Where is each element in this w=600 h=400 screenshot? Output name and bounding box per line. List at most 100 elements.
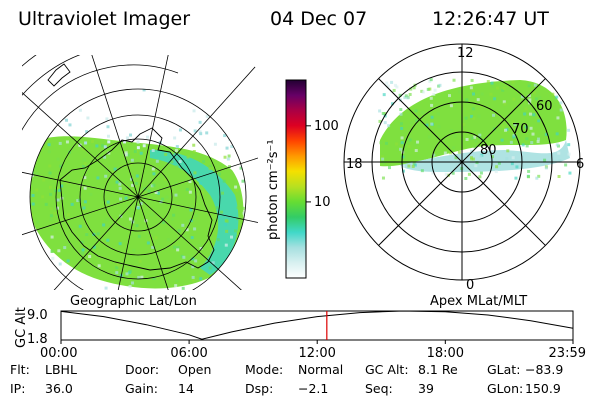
- mlt-label-top: 12: [457, 46, 474, 61]
- status-value: Normal: [298, 362, 343, 377]
- aurora-pixel: [428, 87, 432, 91]
- aurora-pixel: [123, 140, 127, 144]
- aurora-pixel: [35, 188, 39, 192]
- aurora-pixel: [129, 177, 133, 181]
- auroral-halo-right: [400, 140, 570, 172]
- aurora-pixel: [537, 137, 541, 141]
- aurora-pixel: [92, 245, 96, 249]
- aurora-pixel: [386, 84, 390, 88]
- aurora-pixel: [189, 208, 193, 212]
- aurora-pixel: [106, 200, 110, 204]
- coastline-south-america: [47, 63, 71, 87]
- aurora-pixel: [48, 171, 52, 175]
- aurora-pixel: [420, 169, 424, 173]
- aurora-pixel: [551, 92, 555, 96]
- aurora-pixel: [237, 259, 241, 263]
- aurora-pixel: [413, 163, 417, 167]
- aurora-pixel: [136, 206, 140, 210]
- aurora-pixel: [51, 256, 55, 260]
- aurora-pixel: [524, 125, 528, 129]
- apex-grid: [343, 43, 581, 281]
- aurora-pixel: [192, 143, 196, 147]
- aurora-pixel: [119, 197, 123, 201]
- aurora-pixel: [113, 167, 117, 171]
- aurora-pixel: [152, 183, 156, 187]
- right-panel-label: Apex MLat/MLT: [430, 294, 527, 309]
- aurora-pixel: [223, 86, 226, 89]
- aurora-pixel: [33, 257, 37, 261]
- aurora-pixel: [193, 129, 197, 133]
- aurora-pixel: [536, 140, 540, 144]
- aurora-pixel: [102, 223, 106, 227]
- aurora-pixel: [392, 88, 396, 92]
- aurora-pixel: [523, 112, 527, 116]
- meridian-line: [137, 196, 258, 223]
- latitude-circle: [103, 162, 173, 232]
- aurora-pixel: [33, 167, 37, 171]
- aurora-pixel: [46, 271, 50, 275]
- aurora-pixel: [564, 163, 568, 167]
- aurora-pixel: [239, 152, 243, 156]
- aurora-pixel: [132, 248, 136, 252]
- aurora-pixel: [532, 91, 536, 95]
- timeline-xtick-label: 00:00: [40, 346, 77, 361]
- aurora-pixel: [233, 260, 237, 264]
- aurora-pixel: [242, 238, 246, 242]
- aurora-pixel: [163, 178, 167, 182]
- aurora-pixel: [511, 120, 515, 124]
- aurora-pixel: [223, 155, 227, 159]
- aurora-pixel: [402, 169, 406, 173]
- latitude-circle: [79, 138, 197, 256]
- aurora-pixel: [383, 121, 387, 125]
- aurora-pixel: [191, 257, 195, 261]
- aurora-pixel: [501, 88, 505, 92]
- aurora-pixel: [228, 89, 232, 93]
- aurora-pixel: [126, 77, 129, 80]
- aurora-pixel: [164, 152, 168, 156]
- aurora-pixel: [51, 271, 55, 275]
- aurora-pixel: [134, 181, 138, 185]
- aurora-pixel: [525, 144, 529, 148]
- aurora-pixel: [194, 259, 198, 263]
- aurora-pixel: [190, 236, 194, 240]
- aurora-pixel: [56, 157, 60, 161]
- timeline-xtick-label: 12:00: [298, 346, 335, 361]
- aurora-pixel: [242, 211, 246, 215]
- aurora-pixel: [224, 243, 228, 247]
- aurora-pixel: [175, 279, 179, 283]
- aurora-pixel: [124, 153, 128, 157]
- instrument-title: Ultraviolet Imager: [18, 8, 190, 30]
- aurora-pixel: [205, 131, 209, 135]
- aurora-pixel: [149, 237, 153, 241]
- auroral-halo-left: [150, 150, 239, 275]
- aurora-pixel: [527, 175, 531, 179]
- aurora-pixel: [557, 175, 561, 179]
- aurora-pixel: [192, 109, 196, 113]
- aurora-pixel: [509, 140, 513, 144]
- aurora-pixel: [556, 116, 560, 120]
- aurora-pixel: [115, 271, 119, 275]
- aurora-pixel: [496, 86, 500, 90]
- aurora-pixel: [151, 149, 155, 153]
- aurora-pixel: [506, 149, 510, 153]
- aurora-pixel: [502, 100, 506, 104]
- aurora-pixel: [568, 81, 572, 85]
- aurora-pixel: [57, 188, 61, 192]
- aurora-pixel: [225, 146, 229, 150]
- aurora-pixel: [470, 114, 474, 118]
- aurora-pixel: [411, 165, 415, 169]
- aurora-pixel: [49, 217, 53, 221]
- aurora-pixel: [33, 258, 37, 262]
- aurora-pixel: [104, 286, 108, 290]
- aurora-pixel: [234, 140, 238, 144]
- aurora-pixel: [135, 224, 139, 228]
- aurora-pixel: [432, 153, 436, 157]
- aurora-pixel: [83, 176, 87, 180]
- aurora-pixel: [395, 142, 399, 146]
- aurora-pixel: [137, 275, 141, 279]
- aurora-pixel: [448, 151, 452, 155]
- aurora-pixel: [444, 172, 448, 176]
- aurora-pixel: [152, 172, 156, 176]
- aurora-pixel: [131, 281, 135, 285]
- aurora-pixel: [146, 135, 150, 139]
